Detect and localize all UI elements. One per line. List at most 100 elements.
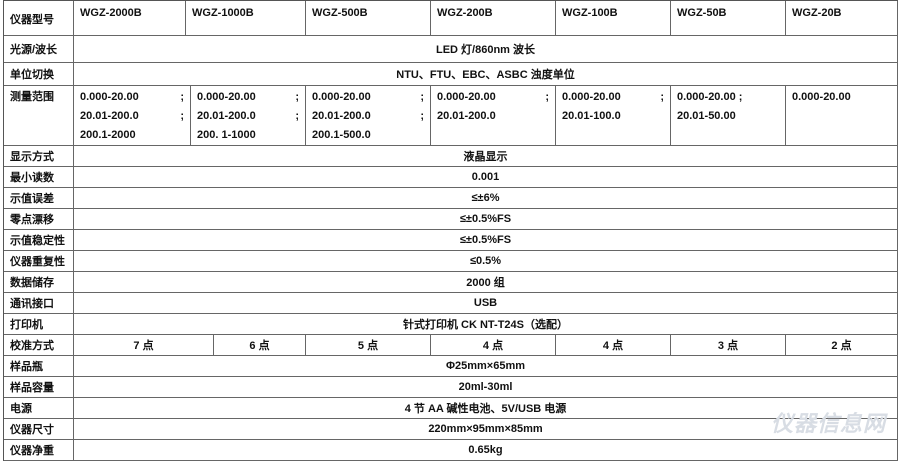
range-separator: ; [660, 91, 664, 103]
row-label: 样品瓶 [4, 356, 74, 376]
spec-row: 通讯接口 USB [4, 293, 898, 314]
row-value: 220mm×95mm×85mm [74, 419, 898, 439]
range-value: 0.000-20.00 [792, 91, 851, 103]
spec-row: 示值误差 ≤±6% [4, 188, 898, 209]
row-label: 零点漂移 [4, 209, 74, 229]
model-name: WGZ-500B [306, 1, 431, 35]
row-label: 光源/波长 [4, 36, 74, 62]
range-cell: 0.000-20.00; 20.01-200.0 [431, 86, 556, 145]
range-value: 20.01-200.0 [80, 110, 139, 122]
range-value: 0.000-20.00 [312, 91, 371, 103]
row-label: 单位切换 [4, 63, 74, 85]
range-separator: ; [180, 110, 184, 122]
calibration-points: 4 点 [431, 335, 556, 355]
range-cell: 0.000-20.00; 20.01-200.0; 200. 1-1000 [191, 86, 306, 145]
spec-row: 示值稳定性 ≤±0.5%FS [4, 230, 898, 251]
row-label: 最小读数 [4, 167, 74, 187]
row-label: 仪器型号 [4, 1, 74, 35]
range-value: 0.000-20.00 [562, 91, 621, 103]
row-value: 0.65kg [74, 440, 898, 460]
range-cell: 0.000-20.00; 20.01-100.0 [556, 86, 671, 145]
range-value: 20.01-200.0 [197, 110, 256, 122]
range-line: 0.000-20.00; [437, 88, 549, 107]
range-value: 0.000-20.00 ; [677, 91, 743, 103]
row-value: 针式打印机 CK NT-T24S（选配） [74, 314, 898, 334]
spec-row: 样品容量 20ml-30ml [4, 377, 898, 398]
calibration-points: 6 点 [214, 335, 306, 355]
spec-row: 数据储存 2000 组 [4, 272, 898, 293]
calibration-points: 3 点 [671, 335, 786, 355]
row-value: 0.001 [74, 167, 898, 187]
range-value: 200.1-500.0 [312, 129, 371, 141]
row-label: 打印机 [4, 314, 74, 334]
model-name: WGZ-20B [786, 1, 898, 35]
light-source-row: 光源/波长 LED 灯/860nm 波长 [4, 36, 898, 63]
spec-table: 仪器型号 WGZ-2000B WGZ-1000B WGZ-500B WGZ-200B W… [3, 0, 898, 461]
spec-row: 电源 4 节 AA 碱性电池、5V/USB 电源 [4, 398, 898, 419]
range-line: 0.000-20.00; [80, 88, 184, 107]
spec-row: 仪器重复性 ≤0.5% [4, 251, 898, 272]
row-value: ≤±0.5%FS [74, 209, 898, 229]
range-line: 20.01-200.0; [197, 107, 299, 126]
range-line: 20.01-50.00 [677, 107, 779, 126]
calibration-points: 2 点 [786, 335, 898, 355]
row-value: ≤±6% [74, 188, 898, 208]
range-line: 0.000-20.00; [197, 88, 299, 107]
row-label: 测量范围 [4, 86, 74, 145]
range-value: 0.000-20.00 [437, 91, 496, 103]
row-value: NTU、FTU、EBC、ASBC 浊度单位 [74, 63, 898, 85]
range-separator: ; [420, 110, 424, 122]
range-value: 0.000-20.00 [80, 91, 139, 103]
range-value: 20.01-50.00 [677, 110, 736, 122]
range-line: 20.01-200.0; [80, 107, 184, 126]
spec-row: 仪器净重 0.65kg [4, 440, 898, 461]
range-value: 20.01-200.0 [437, 110, 496, 122]
row-label: 校准方式 [4, 335, 74, 355]
row-label: 数据储存 [4, 272, 74, 292]
models-row: 仪器型号 WGZ-2000B WGZ-1000B WGZ-500B WGZ-200B W… [4, 1, 898, 36]
range-separator: ; [295, 110, 299, 122]
range-line: 200. 1-1000 [197, 126, 299, 145]
row-value: ≤0.5% [74, 251, 898, 271]
model-name: WGZ-50B [671, 1, 786, 35]
model-name: WGZ-2000B [74, 1, 186, 35]
row-value: 2000 组 [74, 272, 898, 292]
row-label: 显示方式 [4, 146, 74, 166]
spec-row: 打印机 针式打印机 CK NT-T24S（选配） [4, 314, 898, 335]
model-name: WGZ-100B [556, 1, 671, 35]
range-line: 20.01-100.0 [562, 107, 664, 126]
row-label: 仪器净重 [4, 440, 74, 460]
range-row: 测量范围 0.000-20.00; 20.01-200.0; 200.1-2000 0… [4, 86, 898, 146]
range-line: 0.000-20.00; [562, 88, 664, 107]
range-line: 0.000-20.00; [312, 88, 424, 107]
calibration-points: 4 点 [556, 335, 671, 355]
range-line: 200.1-2000 [80, 126, 184, 145]
spec-row: 仪器尺寸 220mm×95mm×85mm [4, 419, 898, 440]
calibration-points: 5 点 [306, 335, 431, 355]
spec-row: 样品瓶 Φ25mm×65mm [4, 356, 898, 377]
range-cell: 0.000-20.00; 20.01-200.0; 200.1-500.0 [306, 86, 431, 145]
range-line: 0.000-20.00 ; [677, 88, 779, 107]
range-line: 20.01-200.0; [312, 107, 424, 126]
range-cell: 0.000-20.00 [786, 86, 898, 145]
spec-row: 零点漂移 ≤±0.5%FS [4, 209, 898, 230]
range-separator: ; [545, 91, 549, 103]
range-cell: 0.000-20.00; 20.01-200.0; 200.1-2000 [74, 86, 191, 145]
watermark-logo: 仪器信息网 [770, 411, 886, 436]
range-separator: ; [295, 91, 299, 103]
model-name: WGZ-200B [431, 1, 556, 35]
row-value: 液晶显示 [74, 146, 898, 166]
range-value: 20.01-200.0 [312, 110, 371, 122]
row-value: ≤±0.5%FS [74, 230, 898, 250]
row-label: 通讯接口 [4, 293, 74, 313]
range-line: 200.1-500.0 [312, 126, 424, 145]
calibration-points: 7 点 [74, 335, 214, 355]
range-line: 0.000-20.00 [792, 88, 891, 107]
row-value: 20ml-30ml [74, 377, 898, 397]
spec-row: 显示方式 液晶显示 [4, 146, 898, 167]
range-cell: 0.000-20.00 ; 20.01-50.00 [671, 86, 786, 145]
row-label: 示值误差 [4, 188, 74, 208]
range-line: 20.01-200.0 [437, 107, 549, 126]
range-separator: ; [180, 91, 184, 103]
